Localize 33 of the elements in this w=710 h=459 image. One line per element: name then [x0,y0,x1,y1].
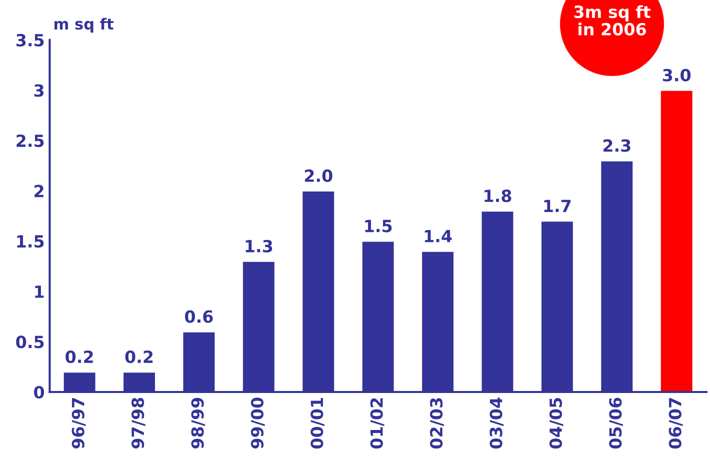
data-label: 1.4 [424,230,452,242]
x-tick-label: 00/01 [310,398,325,449]
y-tick-label: 3.5 [16,34,44,46]
data-label: 2.3 [603,139,630,152]
x-tick-label: 02/03 [430,398,444,449]
data-label: 0.6 [184,310,213,323]
x-tick-label: 01/02 [370,398,384,449]
x-tick-label: 06/07 [668,398,683,449]
x-tick-label: 97/98 [131,398,146,448]
x-tick-label: 05/06 [609,398,624,449]
x-tick-label: 98/99 [191,398,206,448]
x-tick-label: 04/05 [549,398,564,449]
x-tick-label: 96/97 [72,398,86,448]
y-tick-label: 0.5 [16,336,44,348]
data-label: 0.2 [66,350,93,364]
y-tick-label: 1.5 [17,235,44,248]
y-tick-label: 0 [34,386,44,399]
data-label: 2.0 [304,169,332,182]
y-tick-label: 1 [35,286,44,298]
data-label: 1.8 [484,190,512,202]
text: 3m sq ft in 2006 [574,5,650,36]
y-axis-title: m sq ft [54,18,114,33]
data-label: 0.2 [125,350,153,364]
data-label: 3.0 [662,68,691,82]
data-label: 1.5 [365,220,392,232]
bar [659,90,694,392]
y-tick-label: 3 [34,84,44,97]
data-label: 1.7 [544,200,571,212]
data-label: 1.3 [246,240,272,252]
y-tick-label: 2.5 [16,134,44,148]
x-tick-label: 99/00 [250,398,265,448]
y-tick-label: 2 [34,184,44,198]
x-tick-label: 03/04 [490,398,504,449]
